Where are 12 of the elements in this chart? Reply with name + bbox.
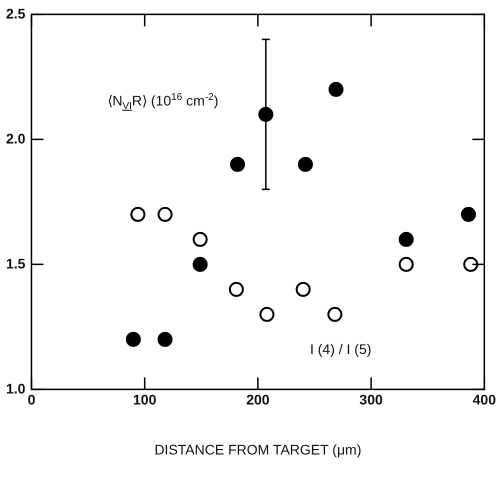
x-tick-label: 0 <box>28 392 36 408</box>
y-tick-label: 1.0 <box>6 380 26 396</box>
x-tick-label: 400 <box>472 392 496 408</box>
text: ⟨N$_{VI}$R⟩ (10$^{16}$ cm$^{-2}$) <box>107 92 218 112</box>
x-tick-label: 100 <box>132 392 157 408</box>
x-tick-label: 300 <box>359 392 383 408</box>
y-tick-label: 1.5 <box>6 255 26 272</box>
y-tick-label: 2.0 <box>6 130 26 146</box>
text: I (4) / I (5) <box>310 341 372 358</box>
x-tick-label: 200 <box>246 392 270 408</box>
y-tick-label: 2.5 <box>6 5 26 22</box>
x-axis-title: DISTANCE FROM TARGET (μm) <box>154 441 362 458</box>
